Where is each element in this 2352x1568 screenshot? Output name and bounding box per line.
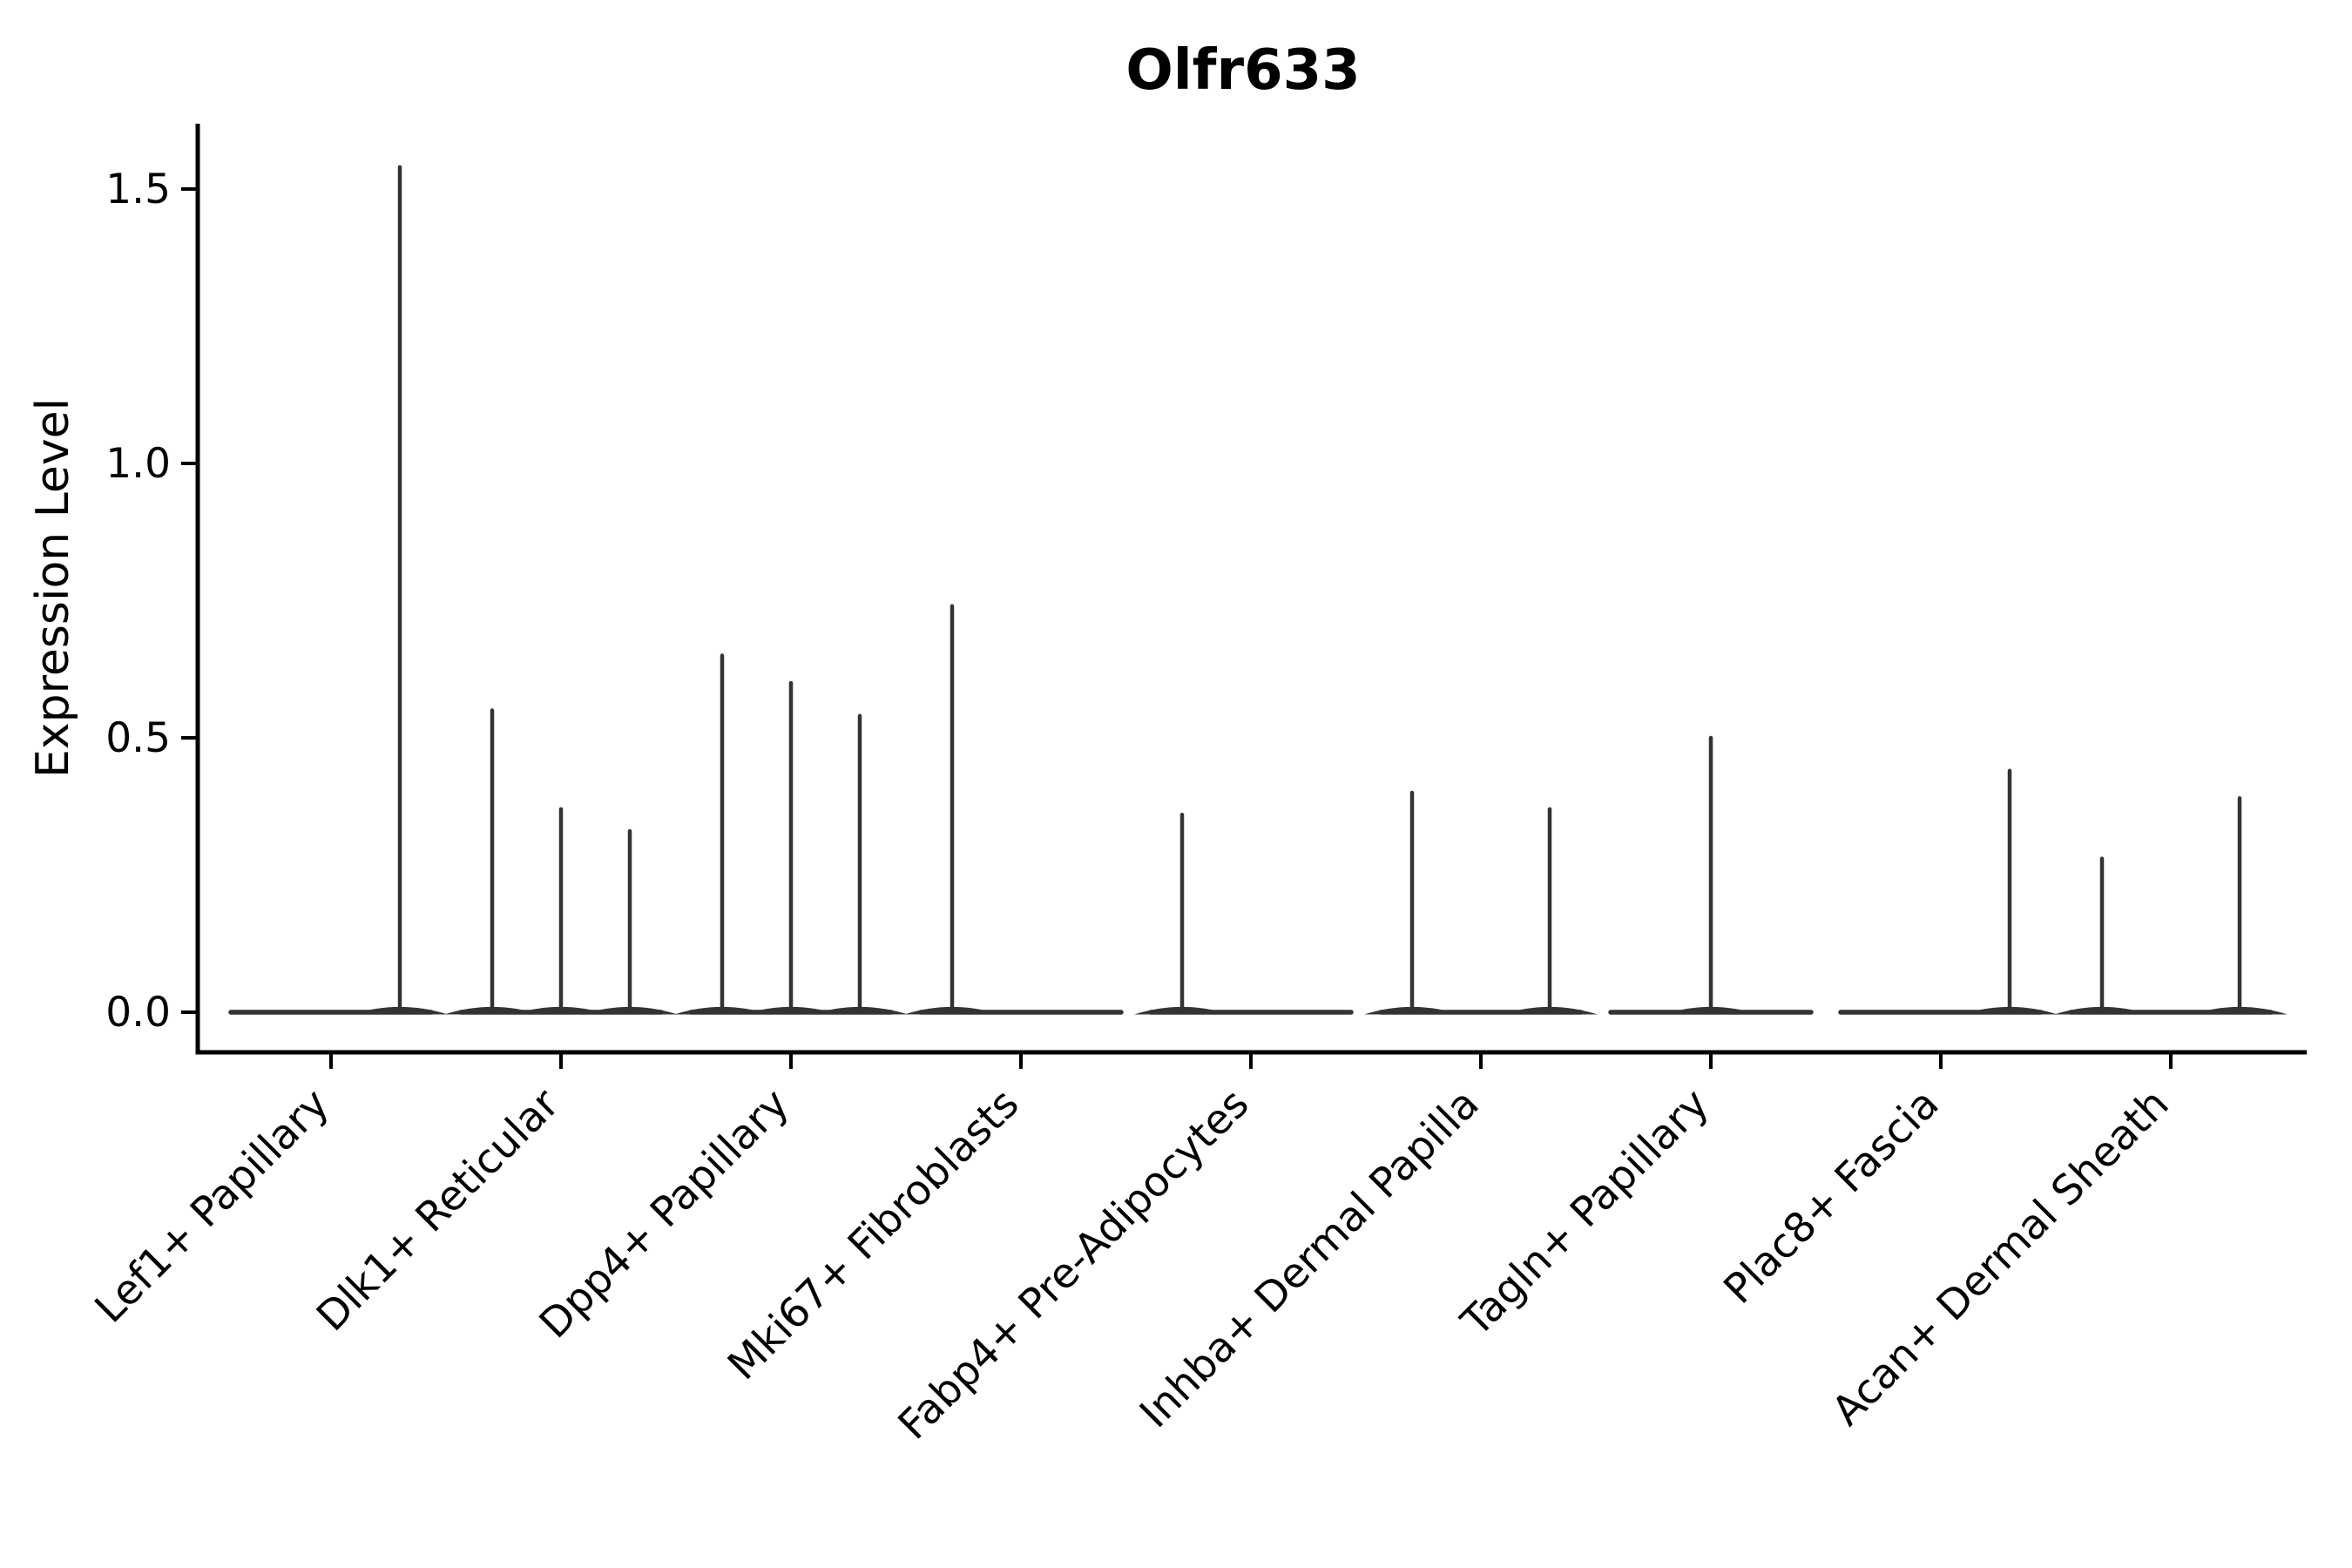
x-tick-label: Dpp4+ Papillary	[531, 1080, 799, 1348]
x-tick-label: Plac8+ Fascia	[1715, 1080, 1949, 1314]
x-tick-label: Dlk1+ Reticular	[308, 1079, 569, 1341]
y-tick-label: 0.0	[105, 989, 171, 1037]
y-tick-label: 1.0	[105, 440, 171, 488]
x-tick-label: Lef1+ Papillary	[86, 1080, 339, 1333]
y-tick-label: 0.5	[105, 714, 171, 762]
x-tick-label: Tagln+ Papillary	[1452, 1080, 1719, 1347]
chart-title: Olfr633	[1125, 38, 1360, 103]
y-axis-label: Expression Level	[27, 398, 79, 778]
y-tick-label: 1.5	[105, 166, 171, 213]
